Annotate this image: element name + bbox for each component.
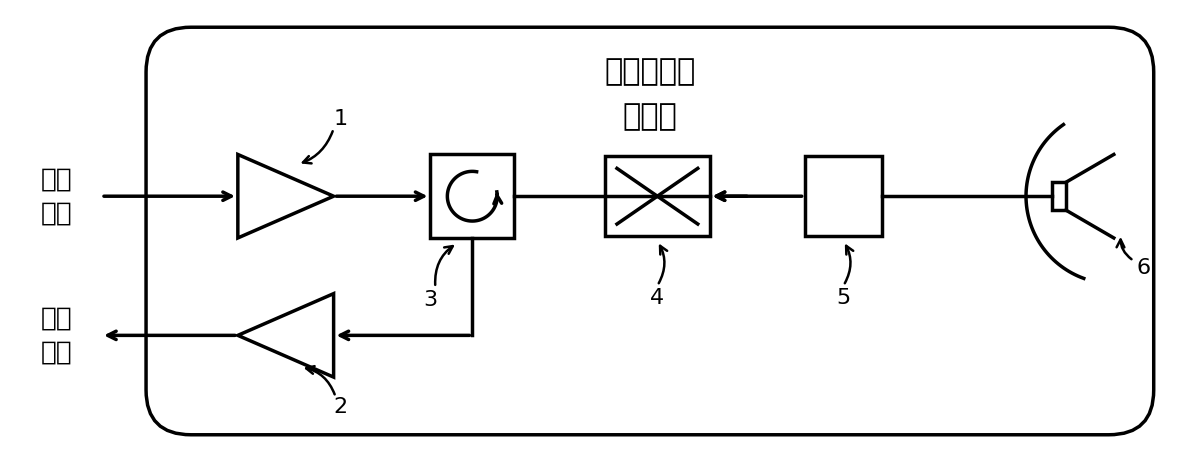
Text: 4: 4: [650, 288, 665, 307]
Text: 6: 6: [1136, 258, 1151, 278]
Bar: [605, 156, 709, 236]
Bar: [431, 154, 514, 238]
Text: 3: 3: [424, 290, 438, 310]
Bar: [804, 156, 882, 236]
Bar: [1052, 182, 1066, 210]
Text: 2: 2: [334, 397, 348, 417]
Text: 信号: 信号: [41, 200, 72, 226]
Text: 发射: 发射: [41, 166, 72, 192]
FancyBboxPatch shape: [146, 27, 1153, 435]
Text: 接收: 接收: [41, 306, 72, 331]
Text: 发装置: 发装置: [623, 102, 677, 131]
Text: 信号: 信号: [41, 339, 72, 365]
Text: 5: 5: [836, 288, 851, 307]
Text: 1: 1: [334, 109, 348, 129]
Text: 星载同步收: 星载同步收: [605, 58, 696, 87]
